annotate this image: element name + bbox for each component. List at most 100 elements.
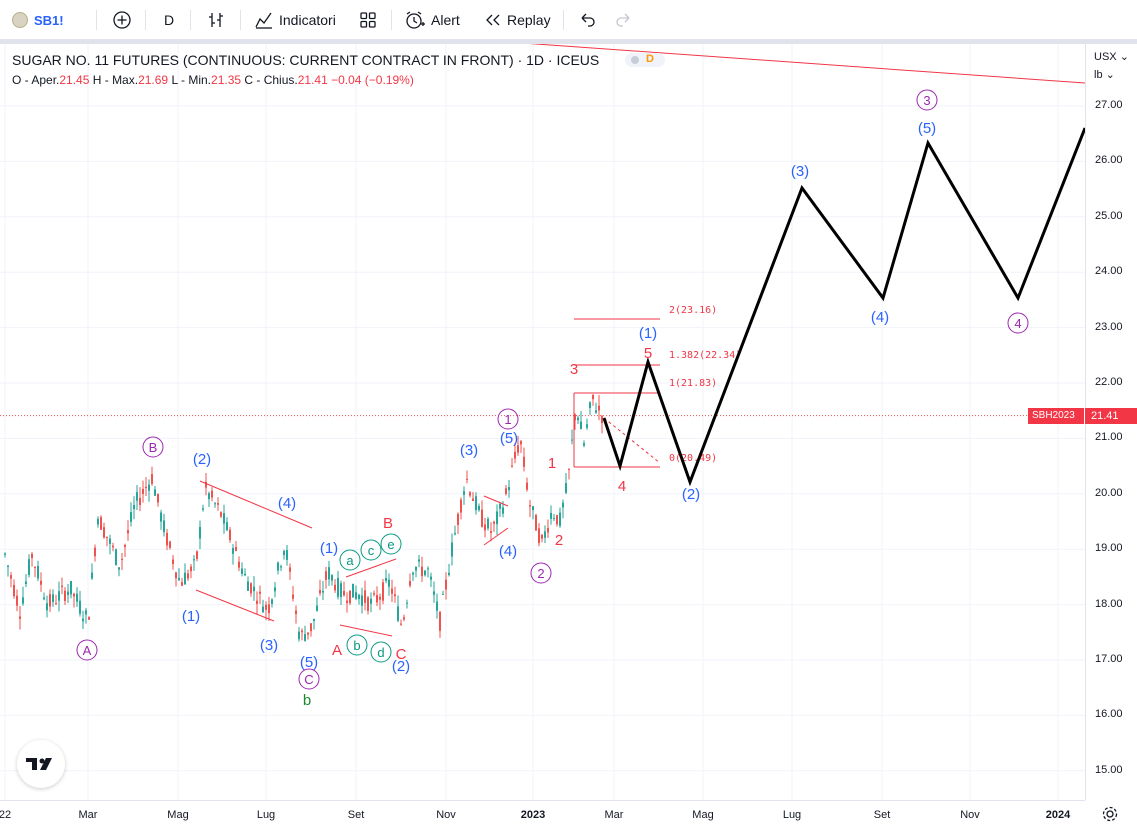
compare-add-button[interactable] [112, 0, 132, 40]
unit-selector[interactable]: lb ⌄ [1094, 68, 1115, 81]
candle-body [400, 623, 402, 625]
candle-body [454, 533, 456, 535]
candle-body [7, 565, 9, 567]
candle-body [562, 502, 564, 508]
candle-body [190, 566, 192, 572]
candle-body [55, 603, 57, 605]
channel-line [195, 589, 275, 622]
candle-body [109, 538, 111, 545]
close-value: 21.41 [297, 73, 328, 87]
label-circle [530, 562, 552, 584]
wave-label-minor: (1) [320, 540, 338, 557]
candle-body [238, 561, 240, 568]
candle-body [49, 594, 51, 607]
candle-body [46, 603, 48, 611]
candle-body [430, 576, 432, 580]
candle-body [571, 439, 573, 441]
candle-body [520, 441, 522, 445]
chart-canvas[interactable]: 2(23.16) 1.382(22.34) 1(21.83) 0(20.49) A B C 1… [0, 44, 1085, 800]
price-tick-label: 24.00 [1095, 265, 1123, 278]
market-status-badge[interactable]: D [625, 53, 665, 67]
wave-label-minor: (4) [499, 543, 517, 560]
candle-body [448, 572, 450, 576]
fib-level-label: 1(21.83) [669, 378, 717, 389]
high-value: 21.69 [138, 73, 169, 87]
chart-legend-title: SUGAR NO. 11 FUTURES (CONTINUOUS: CURREN… [12, 52, 600, 68]
low-value: 21.35 [211, 73, 242, 87]
projection-path [602, 127, 1085, 487]
interval-button[interactable]: D [164, 0, 174, 40]
wave-label-minor: (3) [260, 637, 278, 654]
candle-body [541, 534, 543, 539]
candle-body [418, 559, 420, 562]
candle-body [244, 573, 246, 576]
triangle-line [339, 624, 393, 637]
chevron-down-icon: ⌄ [1105, 69, 1115, 81]
label-circle [142, 436, 164, 458]
wave-label-minute: 5 [644, 345, 652, 362]
candle-body [421, 566, 423, 577]
indicators-icon [255, 12, 272, 29]
wave-label-minor: (3) [791, 163, 809, 180]
chart-grid [0, 44, 1085, 800]
candle-body [115, 549, 117, 565]
chart-type-button[interactable] [206, 0, 226, 40]
candle-body [391, 588, 393, 594]
candle-body [247, 581, 249, 591]
candle-body [232, 547, 234, 554]
candle-body [526, 482, 528, 490]
grid-layout-icon [360, 12, 376, 28]
time-tick-label: Mag [167, 809, 189, 821]
alert-button[interactable]: Alert [404, 0, 460, 40]
candle-body [445, 579, 447, 590]
gear-icon[interactable] [1101, 805, 1119, 823]
fib-level-label: 2(23.16) [669, 305, 717, 316]
tradingview-logo[interactable] [17, 740, 65, 788]
candle-body [496, 511, 498, 525]
candle-body [79, 600, 81, 614]
open-value: 21.45 [59, 73, 90, 87]
indicators-button[interactable]: Indicatori [254, 0, 336, 40]
candle-body [349, 590, 351, 604]
candle-body [508, 487, 510, 491]
candle-body [70, 580, 72, 595]
price-tick-label: 15.00 [1095, 763, 1123, 776]
candle-body [184, 572, 186, 585]
label-circle [370, 641, 392, 663]
redo-button[interactable] [614, 0, 634, 40]
price-tick-label: 25.00 [1095, 209, 1123, 222]
symbol-search-button[interactable]: SB1! [12, 0, 64, 40]
undo-button[interactable] [577, 0, 597, 40]
candle-body [538, 528, 540, 544]
time-scale[interactable]: 22 Mar Mag Lug Set Nov 2023 Mar Mag Lug Set Nov 2024 [0, 800, 1085, 827]
candle-body [466, 478, 468, 480]
candle-body [271, 599, 273, 604]
time-tick-label: Lug [782, 809, 802, 821]
close-label: C - Chius. [244, 73, 298, 87]
candle-body [574, 414, 576, 421]
candle-body [76, 593, 78, 602]
candle-body [85, 610, 87, 615]
candle-body [457, 513, 459, 525]
wave-label-2: 2 [537, 566, 544, 581]
candle-body [592, 394, 594, 400]
label-circle [339, 549, 361, 571]
candle-body [523, 456, 525, 467]
candle-body [334, 584, 336, 591]
candle-body [16, 595, 18, 606]
candle-body [403, 617, 405, 620]
layouts-button[interactable] [358, 0, 378, 40]
plus-circle-icon [113, 11, 131, 29]
candle-body [106, 536, 108, 539]
wave-annotations[interactable]: 2(23.16) 1.382(22.34) 1(21.83) 0(20.49) A B C 1… [76, 44, 1085, 709]
fib-level-label: 0(20.49) [669, 453, 717, 464]
replay-button[interactable]: Replay [484, 0, 551, 40]
price-tick-label: 20.00 [1095, 486, 1123, 499]
candle-body [394, 594, 396, 597]
currency-selector[interactable]: USX ⌄ [1094, 50, 1129, 63]
candle-body [217, 503, 219, 505]
time-tick-label: Nov [436, 809, 456, 821]
wave-label-green-b: b [303, 692, 311, 709]
wave-label-minute: 4 [618, 478, 626, 495]
candle-body [172, 559, 174, 565]
